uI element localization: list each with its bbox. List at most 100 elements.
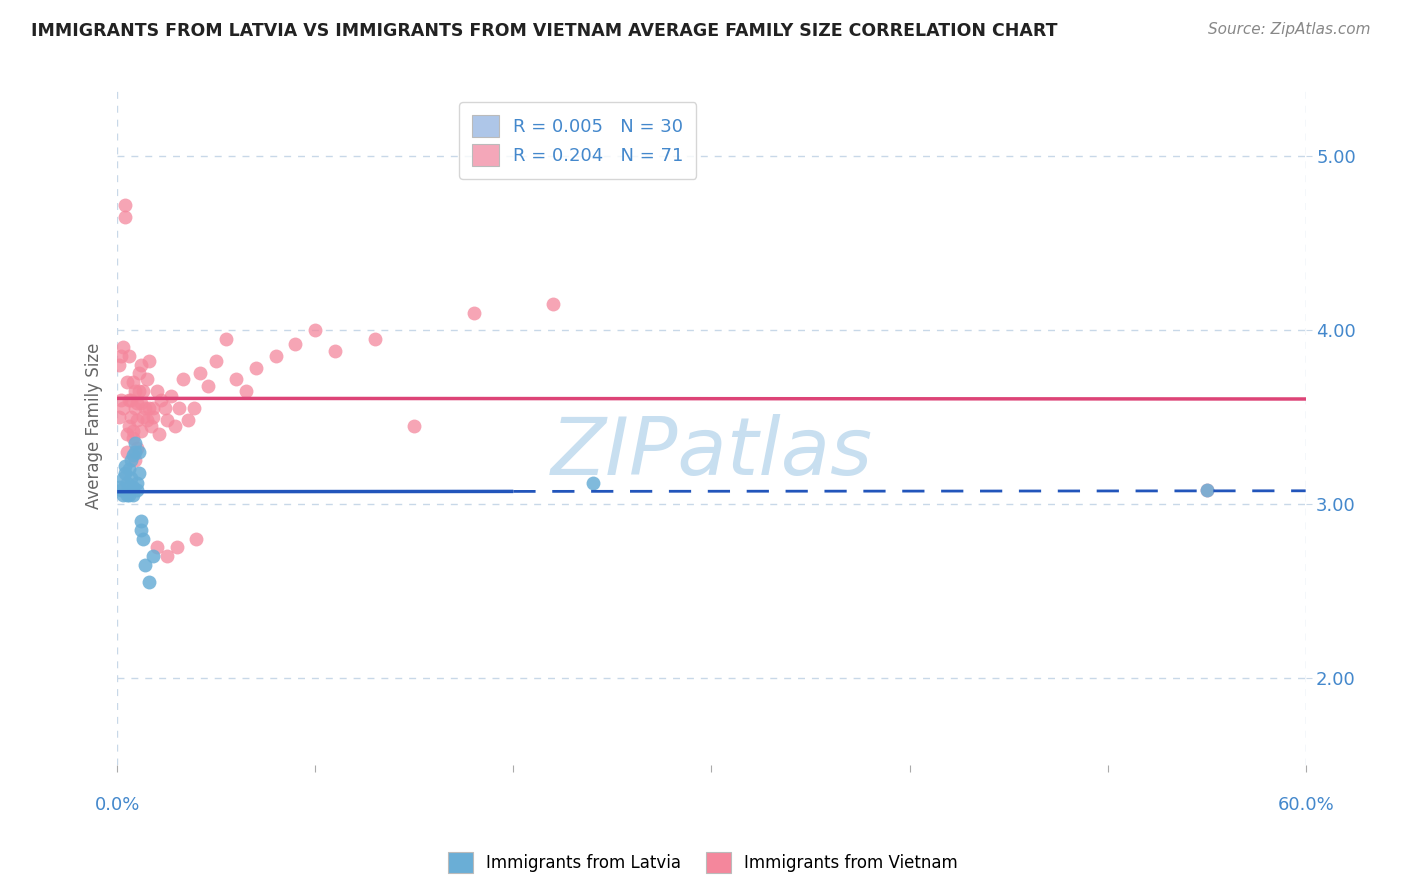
Point [108, 409, 131, 424]
Point [124, 444, 146, 458]
Text: IMMIGRANTS FROM LATVIA VS IMMIGRANTS FROM VIETNAM AVERAGE FAMILY SIZE CORRELATIO: IMMIGRANTS FROM LATVIA VS IMMIGRANTS FRO… [31, 22, 1057, 40]
Point [205, 354, 228, 368]
Point [172, 371, 194, 385]
Point [122, 424, 145, 438]
Point [120, 392, 142, 407]
Point [135, 413, 157, 427]
Point [124, 436, 146, 450]
Point [110, 349, 132, 363]
Point [159, 389, 181, 403]
Point [129, 358, 152, 372]
Point [138, 575, 160, 590]
Point [363, 332, 385, 346]
Point [197, 378, 219, 392]
Point [108, 479, 131, 493]
Point [112, 471, 135, 485]
Point [129, 523, 152, 537]
Point [118, 349, 141, 363]
Point [134, 401, 156, 416]
Point [115, 444, 138, 458]
Point [110, 483, 132, 497]
Point [125, 413, 148, 427]
Point [118, 462, 141, 476]
Point [581, 476, 603, 491]
Point [118, 418, 141, 433]
Point [115, 476, 138, 491]
Point [114, 197, 136, 211]
Legend: R = 0.005   N = 30, R = 0.204   N = 71: R = 0.005 N = 30, R = 0.204 N = 71 [458, 103, 696, 178]
Point [120, 471, 142, 485]
Point [132, 532, 155, 546]
Point [245, 361, 267, 376]
Point [153, 401, 176, 416]
Point [186, 532, 208, 546]
Point [122, 431, 145, 445]
Point [1195, 483, 1218, 497]
Text: 0.0%: 0.0% [94, 797, 139, 814]
Point [264, 349, 287, 363]
Point [122, 488, 145, 502]
Point [108, 358, 131, 372]
Point [118, 392, 141, 407]
Point [149, 392, 172, 407]
Point [112, 401, 135, 416]
Point [124, 401, 146, 416]
Point [115, 427, 138, 442]
Point [115, 488, 138, 502]
Point [167, 401, 190, 416]
Point [128, 384, 150, 398]
Point [135, 371, 157, 385]
Point [125, 476, 148, 491]
Point [284, 336, 307, 351]
Point [138, 354, 160, 368]
Point [142, 409, 165, 424]
Point [112, 340, 135, 354]
Point [541, 297, 564, 311]
Point [128, 444, 150, 458]
Point [190, 367, 212, 381]
Point [125, 396, 148, 410]
Point [132, 409, 155, 424]
Point [124, 384, 146, 398]
Point [124, 453, 146, 467]
Point [304, 323, 326, 337]
Point [112, 488, 135, 502]
Point [177, 413, 200, 427]
Point [163, 418, 186, 433]
Text: 60.0%: 60.0% [1277, 797, 1334, 814]
Point [215, 332, 238, 346]
Point [139, 418, 162, 433]
Point [134, 558, 156, 572]
Point [118, 488, 141, 502]
Point [156, 549, 179, 563]
Point [128, 466, 150, 480]
Point [122, 448, 145, 462]
Point [129, 424, 152, 438]
Point [122, 375, 145, 389]
Point [132, 384, 155, 398]
Point [1195, 483, 1218, 497]
Point [110, 392, 132, 407]
Point [114, 466, 136, 480]
Point [129, 514, 152, 528]
Text: ZIPatlas: ZIPatlas [550, 414, 873, 491]
Point [142, 549, 165, 563]
Point [115, 375, 138, 389]
Point [125, 441, 148, 455]
Point [183, 401, 205, 416]
Point [114, 458, 136, 473]
Legend: Immigrants from Latvia, Immigrants from Vietnam: Immigrants from Latvia, Immigrants from … [441, 846, 965, 880]
Point [463, 305, 485, 319]
Point [166, 541, 188, 555]
Point [146, 384, 169, 398]
Point [225, 371, 247, 385]
Point [323, 343, 346, 358]
Point [114, 210, 136, 224]
Point [120, 453, 142, 467]
Point [404, 418, 426, 433]
Point [120, 409, 142, 424]
Y-axis label: Average Family Size: Average Family Size [86, 343, 103, 508]
Point [156, 413, 179, 427]
Point [128, 367, 150, 381]
Point [148, 427, 170, 442]
